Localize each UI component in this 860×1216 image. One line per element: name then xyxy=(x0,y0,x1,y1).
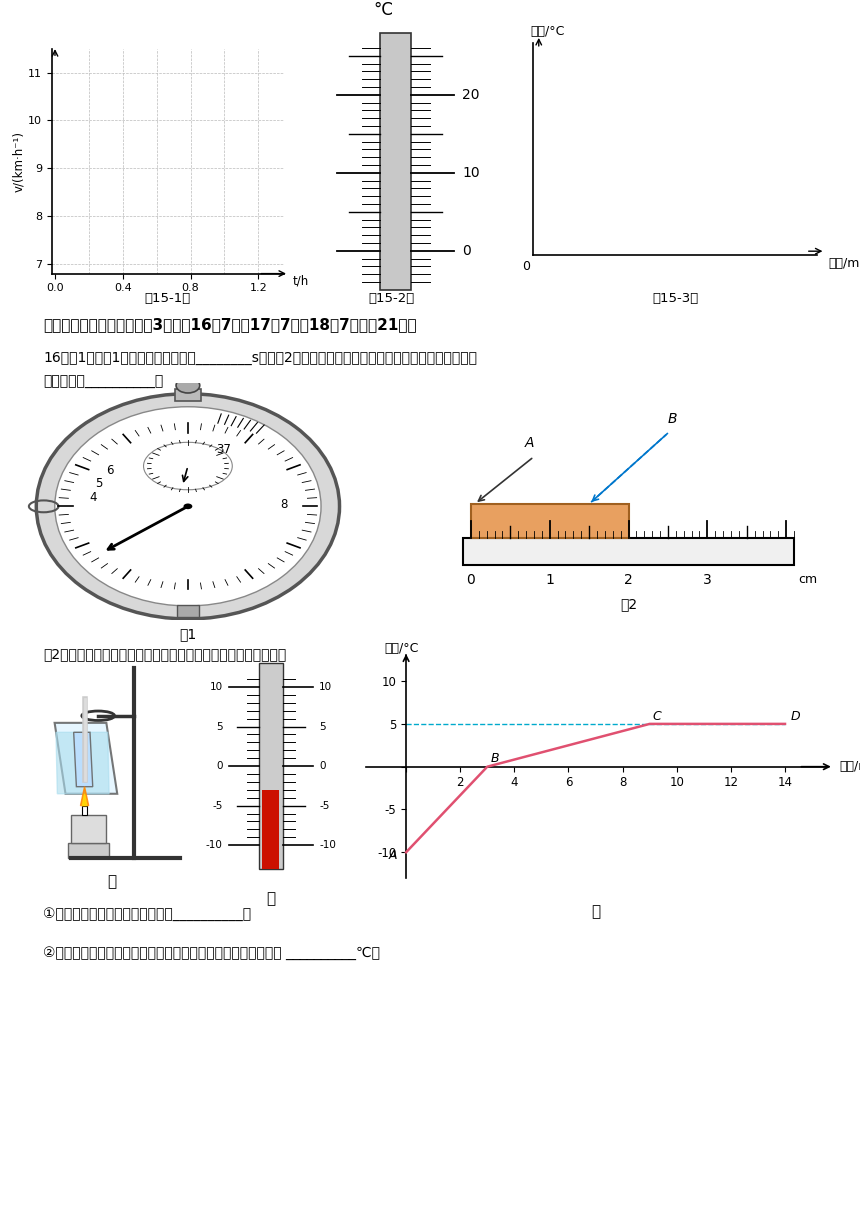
Text: 10: 10 xyxy=(210,682,223,692)
Polygon shape xyxy=(74,732,93,787)
Polygon shape xyxy=(56,732,109,794)
Text: 0: 0 xyxy=(466,573,476,587)
Polygon shape xyxy=(55,722,117,794)
Text: 0: 0 xyxy=(522,259,531,272)
Text: 8: 8 xyxy=(280,497,288,511)
Text: 题15-2图: 题15-2图 xyxy=(368,292,415,305)
Text: 3: 3 xyxy=(703,573,712,587)
Text: 温度/°C: 温度/°C xyxy=(531,26,565,39)
Text: 0: 0 xyxy=(462,243,471,258)
Text: 时间/min: 时间/min xyxy=(839,760,860,773)
Text: °C: °C xyxy=(373,1,393,19)
Text: $D$: $D$ xyxy=(790,710,802,724)
Text: $A$: $A$ xyxy=(525,435,536,450)
Text: -10: -10 xyxy=(319,840,336,850)
Text: 6: 6 xyxy=(107,463,114,477)
Bar xyxy=(463,537,794,564)
Text: ②实验过程中，某时刻温度计示数如图乙，此时该物质的温度是 __________℃；: ②实验过程中，某时刻温度计示数如图乙，此时该物质的温度是 __________℃… xyxy=(43,946,380,961)
Text: 0: 0 xyxy=(216,761,223,771)
Text: 5: 5 xyxy=(216,721,223,732)
Text: 4: 4 xyxy=(89,491,96,505)
Text: $A$: $A$ xyxy=(388,849,398,862)
Bar xyxy=(68,844,109,857)
Text: 1: 1 xyxy=(545,573,554,587)
Bar xyxy=(175,389,201,401)
Text: 丙: 丙 xyxy=(591,905,600,919)
Text: 乙: 乙 xyxy=(267,891,275,906)
Text: 题15-3图: 题15-3图 xyxy=(652,292,698,305)
Text: $C$: $C$ xyxy=(653,710,663,722)
Text: 37: 37 xyxy=(217,443,231,456)
Text: ①实验中利用水浴法加热的目的是__________；: ①实验中利用水浴法加热的目的是__________； xyxy=(43,907,251,922)
Text: $B$: $B$ xyxy=(666,412,677,427)
Text: 体的长度为__________。: 体的长度为__________。 xyxy=(43,375,163,389)
Bar xyxy=(71,815,107,844)
Text: 题15-1图: 题15-1图 xyxy=(144,292,191,305)
Text: 图2: 图2 xyxy=(620,597,637,610)
Text: 时间/min: 时间/min xyxy=(828,258,860,270)
Bar xyxy=(380,33,411,289)
Text: 2: 2 xyxy=(624,573,633,587)
Text: 甲: 甲 xyxy=(108,874,116,889)
Bar xyxy=(177,604,199,617)
Text: 5: 5 xyxy=(319,721,326,732)
Text: 四、实验探究题（本大题共3小题，16题7分，17题7分，18题7分，共21分）: 四、实验探究题（本大题共3小题，16题7分，17题7分，18题7分，共21分） xyxy=(43,317,416,332)
Text: 10: 10 xyxy=(319,682,332,692)
Bar xyxy=(259,663,283,869)
Ellipse shape xyxy=(55,406,321,606)
Text: 图1: 图1 xyxy=(179,627,197,641)
Ellipse shape xyxy=(36,394,340,619)
Text: $B$: $B$ xyxy=(490,753,500,765)
Polygon shape xyxy=(82,806,88,815)
Text: -5: -5 xyxy=(212,800,223,811)
Text: 5: 5 xyxy=(95,477,102,490)
Text: 10: 10 xyxy=(462,165,480,180)
Ellipse shape xyxy=(144,443,232,490)
Y-axis label: v/(km·h⁻¹): v/(km·h⁻¹) xyxy=(12,130,25,192)
Text: 16．（1）如图1所示，停表的读数是________s。如图2所示，用刻度尺测物体的长度，读数视线正确时物: 16．（1）如图1所示，停表的读数是________s。如图2所示，用刻度尺测物… xyxy=(43,350,477,365)
Text: 20: 20 xyxy=(462,88,480,102)
Circle shape xyxy=(183,503,193,510)
Circle shape xyxy=(176,378,200,393)
Polygon shape xyxy=(81,787,89,806)
Text: t/h: t/h xyxy=(292,275,309,287)
Text: cm: cm xyxy=(798,573,817,586)
Polygon shape xyxy=(83,794,87,806)
Text: 0: 0 xyxy=(319,761,326,771)
Text: -5: -5 xyxy=(319,800,329,811)
Text: 温度/°C: 温度/°C xyxy=(384,642,419,655)
Bar xyxy=(471,503,629,537)
Text: -10: -10 xyxy=(206,840,223,850)
Text: （2）同学们在探究某种物质的熔化规律，实验装置如图甲所示。: （2）同学们在探究某种物质的熔化规律，实验装置如图甲所示。 xyxy=(43,647,286,662)
Bar xyxy=(262,790,280,869)
